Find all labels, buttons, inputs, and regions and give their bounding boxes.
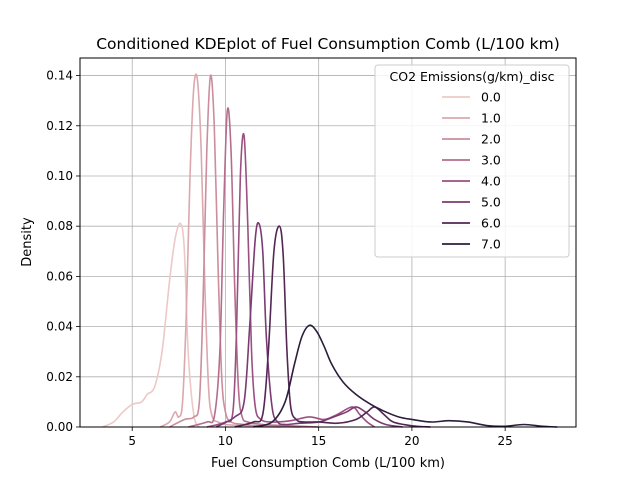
density-curves <box>102 73 558 428</box>
x-tick-label: 20 <box>404 434 419 448</box>
legend-entry-label: 0.0 <box>481 90 501 105</box>
legend-title: CO2 Emissions(g/km)_disc <box>390 69 555 84</box>
y-axis: 0.00 0.02 0.04 0.06 0.08 0.10 0.12 0.14 <box>46 69 80 434</box>
y-tick-label: 0.14 <box>46 69 73 83</box>
y-tick-label: 0.10 <box>46 169 73 183</box>
density-curve-3-0 <box>187 107 319 428</box>
y-tick-label: 0.00 <box>46 420 73 434</box>
legend-entry-label: 1.0 <box>481 111 501 126</box>
x-axis: 5 10 15 20 25 <box>128 427 513 448</box>
density-curve-7-0 <box>253 324 558 428</box>
y-tick-label: 0.08 <box>46 219 73 233</box>
y-tick-label: 0.04 <box>46 320 73 334</box>
legend-entry-label: 5.0 <box>481 195 501 210</box>
legend-entry-label: 7.0 <box>481 237 501 252</box>
legend-entry-label: 4.0 <box>481 174 501 189</box>
y-tick-label: 0.12 <box>46 119 73 133</box>
density-curve-4-0 <box>206 133 376 428</box>
x-tick-label: 25 <box>498 434 513 448</box>
legend-entry-label: 3.0 <box>481 153 501 168</box>
density-curve-6-0 <box>234 225 431 428</box>
y-tick-label: 0.02 <box>46 370 73 384</box>
plot-frame <box>79 57 577 428</box>
density-curve-0-0 <box>102 222 201 428</box>
density-curve-5-0 <box>215 221 403 428</box>
legend-box <box>374 64 570 258</box>
legend: CO2 Emissions(g/km)_disc 0.0 1.0 2.0 3.0 4.0 5… <box>374 64 570 258</box>
chart-title: Conditioned KDEplot of Fuel Consumption … <box>96 35 560 53</box>
x-tick-label: 10 <box>218 434 233 448</box>
legend-entry-label: 6.0 <box>481 216 501 231</box>
x-axis-label: Fuel Consumption Comb (L/100 km) <box>211 456 445 471</box>
x-tick-label: 5 <box>128 434 136 448</box>
y-tick-label: 0.06 <box>46 269 73 283</box>
y-axis-label: Density <box>20 217 35 267</box>
legend-entry-label: 2.0 <box>481 132 501 147</box>
x-tick-label: 15 <box>311 434 326 448</box>
density-curve-1-0 <box>159 73 282 428</box>
